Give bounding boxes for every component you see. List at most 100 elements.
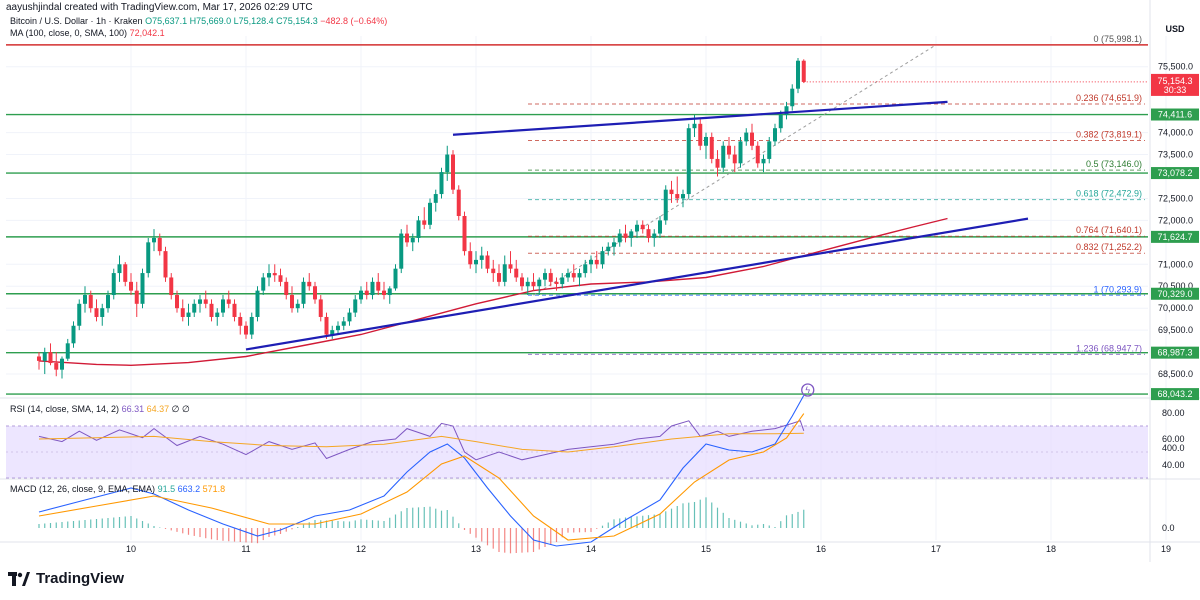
candle-body-46 — [301, 281, 306, 304]
y-tick-label-6: 70,500.0 — [1158, 281, 1193, 291]
candle-body-70 — [439, 172, 444, 195]
candle-body-32 — [221, 299, 225, 313]
y-tick-label-7: 70,000.0 — [1158, 303, 1193, 313]
candle-body-57 — [364, 290, 369, 296]
current-price-countdown: 30:33 — [1164, 85, 1187, 95]
rsi-tick-label-2: 40.00 — [1162, 460, 1185, 470]
candle-body-106 — [646, 229, 651, 238]
candle-body-72 — [451, 154, 455, 190]
candle-body-45 — [295, 303, 300, 309]
x-tick-label-10: 10 — [126, 544, 136, 554]
candle-body-130 — [784, 106, 789, 116]
candle-body-127 — [767, 141, 772, 159]
fib-label-2: 0.5 (73,146.0) — [1086, 159, 1142, 169]
support-price-tag-1 — [1151, 167, 1199, 180]
y-tick-label-9: 68,500.0 — [1158, 369, 1193, 379]
candle-body-20 — [152, 237, 156, 243]
fib-label-6: 1 (70,293.9) — [1093, 284, 1142, 294]
candle-body-11 — [100, 308, 105, 317]
candle-body-5 — [65, 343, 70, 359]
symbol-title: Bitcoin / U.S. Dollar · 1h · Kraken — [10, 16, 143, 26]
grid — [0, 0, 1200, 562]
candle-body-8 — [83, 295, 87, 304]
candle-body-42 — [278, 275, 283, 282]
candle-body-97 — [594, 259, 599, 265]
macd-signal-value: 571.8 — [202, 484, 226, 494]
chart-credit: aayushjindal created with TradingView.co… — [6, 2, 313, 13]
rsi-band — [6, 425, 1148, 479]
candle-body-55 — [353, 299, 358, 313]
ma-label: MA (100, close, 0, SMA, 100) — [10, 28, 128, 38]
support-price-label-0: 74,411.6 — [1158, 110, 1192, 120]
candle-body-114 — [692, 123, 697, 129]
candle-body-101 — [617, 233, 622, 243]
fib-label-0: 0.236 (74,651.9) — [1076, 93, 1142, 103]
candle-body-31 — [215, 312, 220, 317]
candle-body-117 — [709, 136, 714, 159]
candle-body-83 — [514, 268, 519, 278]
trend-line-rising-channel-top[interactable] — [452, 100, 948, 136]
candle-body-2 — [48, 352, 53, 364]
trend-lines[interactable] — [245, 100, 1029, 351]
candle-body-129 — [778, 115, 783, 129]
candle-body-67 — [422, 220, 427, 225]
current-price-label: 75,154.3 — [1157, 76, 1192, 86]
macd-pane — [38, 395, 805, 554]
candle-body-13 — [111, 273, 116, 296]
candle-body-50 — [324, 316, 329, 335]
candle-body-122 — [738, 141, 743, 164]
candle-body-92 — [566, 273, 570, 278]
fib-label-4: 0.764 (71,640.1) — [1076, 225, 1142, 235]
candle-body-43 — [284, 281, 289, 296]
candle-body-85 — [525, 281, 530, 287]
currency-label: USD — [1165, 24, 1185, 34]
candle-body-22 — [163, 251, 168, 278]
candle-body-105 — [640, 224, 645, 230]
candle-body-81 — [502, 264, 507, 282]
candle-body-100 — [612, 242, 616, 247]
fib-label-1: 0.382 (73,819.1) — [1076, 130, 1142, 140]
candle-body-102 — [623, 233, 628, 238]
logo-text: TradingView — [36, 570, 125, 587]
candle-body-132 — [796, 60, 800, 89]
y-tick-label-2: 73,500.0 — [1158, 150, 1193, 160]
y-tick-label-4: 72,000.0 — [1158, 215, 1193, 225]
rsi-pane — [38, 420, 805, 461]
candle-body-30 — [209, 303, 214, 317]
candle-body-113 — [686, 128, 691, 195]
support-price-label-3: 70,329.0 — [1157, 289, 1192, 299]
candle-body-133 — [801, 60, 806, 82]
rsi-ma-value: 64.37 — [146, 404, 170, 414]
candle-body-96 — [589, 259, 593, 265]
candle-body-18 — [140, 273, 145, 304]
candles — [37, 57, 806, 379]
trend-line-rising-support[interactable] — [245, 217, 1029, 351]
x-tick-label-13: 13 — [471, 544, 481, 554]
candle-body-115 — [698, 123, 703, 146]
x-tick-label-19: 19 — [1161, 544, 1171, 554]
candle-body-78 — [485, 255, 490, 269]
candle-body-61 — [387, 288, 392, 296]
support-price-label-1: 73,078.2 — [1157, 168, 1192, 178]
x-tick-label-17: 17 — [931, 544, 941, 554]
candle-body-0 — [37, 356, 41, 361]
candle-body-87 — [537, 279, 542, 287]
candle-body-86 — [531, 281, 536, 287]
candle-body-79 — [491, 268, 496, 274]
candle-body-73 — [456, 189, 461, 216]
candle-body-111 — [675, 194, 680, 199]
x-tick-label-18: 18 — [1046, 544, 1056, 554]
ma-100-line — [38, 217, 948, 367]
candle-body-120 — [727, 145, 731, 155]
candle-body-112 — [681, 194, 685, 199]
macd-legend: MACD (12, 26, close, 9, EMA, EMA) 91.5 6… — [10, 484, 225, 494]
rsi-tick-label-1: 60.00 — [1162, 434, 1185, 444]
candle-body-64 — [405, 233, 409, 243]
candle-body-1 — [42, 352, 47, 361]
candle-body-40 — [267, 273, 271, 278]
y-tick-label-3: 72,500.0 — [1158, 193, 1193, 203]
candle-body-126 — [761, 158, 766, 164]
current-price-tag — [1151, 73, 1199, 96]
candle-body-80 — [497, 273, 501, 282]
